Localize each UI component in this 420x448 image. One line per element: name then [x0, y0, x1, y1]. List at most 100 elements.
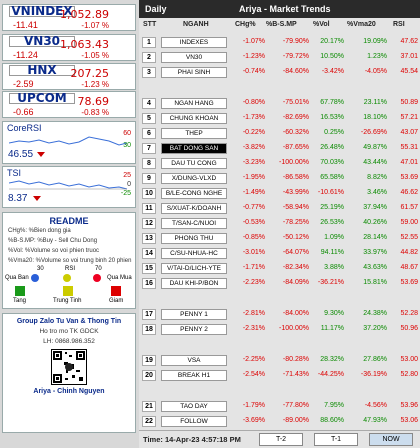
legend-giam: Giam: [109, 298, 124, 304]
cell-vma: 15.81%: [363, 279, 387, 286]
row-sector-button[interactable]: C/SU-NHUA-HC: [161, 248, 227, 259]
table-row[interactable]: 9 X/DUNG-VLXD -1.95% -86.58% 65.58% 8.82% 53.6…: [139, 172, 420, 185]
row-sector-button[interactable]: T/SAN-C/NUOI: [161, 218, 227, 229]
table-row[interactable]: 13 PHONG THU -0.85% -50.12% 1.09% 28.14% 52.55: [139, 232, 420, 245]
cell-vma: 40.26%: [363, 219, 387, 226]
cell-rsi: 50.89: [400, 99, 418, 106]
cell-bs: -100.00%: [279, 325, 309, 332]
cell-chg: -2.31%: [242, 325, 265, 332]
table-row[interactable]: 18 PENNY 2 -2.31% -100.00% 11.17% 37.20% 50.96: [139, 323, 420, 336]
row-sector-button[interactable]: X/DUNG-VLXD: [161, 173, 227, 184]
cell-chg: -3.69%: [242, 417, 265, 424]
col-nganh: NGANH: [183, 21, 209, 28]
left-panel: VNINDEX 1,052.89 -11.41 -1.07 % VN30 1,0…: [0, 0, 139, 448]
table-row[interactable]: 5 CHUNG KHOAN -1.73% -82.69% 16.53% 18.10% 57.…: [139, 112, 420, 125]
cell-bs: -86.58%: [282, 174, 309, 181]
row-sector-button[interactable]: PENNY 2: [161, 324, 227, 335]
row-sector-button[interactable]: PHONG THU: [161, 233, 227, 244]
table-row[interactable]: 4 NGAN HANG -0.80% -75.01% 67.78% 23.11% 50.89: [139, 97, 420, 110]
t-minus-2-button[interactable]: T-2: [259, 433, 303, 446]
row-stt: 15: [142, 263, 156, 274]
index-card-vn30[interactable]: VN30 1,063.43 -11.24 -1.05 %: [2, 34, 136, 61]
index-value: 207.25: [70, 67, 110, 80]
row-sector-button[interactable]: VN30: [161, 52, 227, 63]
readme-legend: 30 RSI 70 Qua Ban Qua Mua Tang Trung Tin…: [3, 266, 135, 308]
table-row[interactable]: 7 BAT DONG SAN -3.82% -87.65% 26.48% 49.87% 55…: [139, 142, 420, 155]
core-rsi-level-low: 30: [123, 142, 131, 149]
core-rsi-panel: CoreRSI 60 30 46.55: [2, 121, 136, 164]
t-minus-1-button[interactable]: T-1: [314, 433, 358, 446]
row-sector-button[interactable]: FOLLOW: [161, 416, 227, 427]
row-stt: 13: [142, 233, 156, 244]
row-sector-button[interactable]: DAU TU CONG: [161, 158, 227, 169]
table-row[interactable]: 1 INDEXES -1.07% -79.90% 20.17% 19.09% 47.62: [139, 36, 420, 49]
table-row[interactable]: 19 VSA -2.25% -80.28% 28.32% 27.86% 53.00: [139, 354, 420, 367]
index-change: -2.59: [13, 79, 34, 89]
cell-chg: -1.95%: [242, 174, 265, 181]
cell-rsi: 46.62: [400, 189, 418, 196]
table-row[interactable]: 22 FOLLOW -3.69% -89.00% 88.60% 47.93% 53.06: [139, 415, 420, 428]
row-sector-button[interactable]: CHUNG KHOAN: [161, 113, 227, 124]
row-stt: 6: [142, 128, 156, 139]
tsi-title: TSI: [7, 168, 22, 178]
table-row[interactable]: 15 V/TAI-D/LICH-YTE -1.71% -82.34% 3.88% 43.6…: [139, 262, 420, 275]
cell-rsi: 44.82: [400, 249, 418, 256]
table-row[interactable]: 14 C/SU-NHUA-HC -3.01% -64.07% 94.11% 33.97% 4…: [139, 247, 420, 260]
legend-trung-tinh: Trung Tinh: [53, 298, 82, 304]
readme-line: %B-S.MP: %Buy - Sell Chu Dong: [8, 238, 98, 244]
row-sector-button[interactable]: V/TAI-D/LICH-YTE: [161, 263, 227, 274]
cell-chg: -1.23%: [242, 53, 265, 60]
table-row[interactable]: 12 T/SAN-C/NUOI -0.53% -78.25% 26.53% 40.26% 5…: [139, 217, 420, 230]
now-button[interactable]: NOW: [369, 433, 413, 446]
row-sector-button[interactable]: BAT DONG SAN: [161, 143, 227, 154]
table-row[interactable]: 20 BREAK H1 -2.54% -71.43% -44.25% -36.19% 52.…: [139, 369, 420, 382]
green-square-icon: [15, 286, 25, 296]
table-row[interactable]: 10 B/LE-CONG NGHE -1.49% -43.99% -10.61% 3.46…: [139, 187, 420, 200]
table-row[interactable]: 6 THEP -0.22% -60.32% 0.25% -26.69% 43.07: [139, 127, 420, 140]
down-triangle-icon: [37, 152, 45, 157]
red-dot-icon: [93, 274, 101, 282]
footer-bar: Time: 14-Apr-23 4:57:18 PM T-2 T-1 NOW: [139, 430, 420, 448]
cell-bs: -71.43%: [282, 371, 309, 378]
table-row[interactable]: 17 PENNY 1 -2.81% -84.00% 9.30% 24.38% 52.28: [139, 308, 420, 321]
header-title: Ariya - Market Trends: [239, 4, 331, 14]
table-row[interactable]: 21 TAO DAY -1.79% -77.80% 7.95% -4.56% 53.96: [139, 400, 420, 413]
table-row[interactable]: 3 PHAI SINH -0.74% -84.60% -3.42% -4.05% 45.54: [139, 66, 420, 79]
table-row[interactable]: 8 DAU TU CONG -3.23% -100.00% 70.03% 43.44% 47…: [139, 157, 420, 170]
cell-bs: -75.01%: [282, 99, 309, 106]
cell-vol: 28.32%: [320, 356, 344, 363]
row-sector-button[interactable]: VSA: [161, 355, 227, 366]
index-name: VN30: [9, 35, 75, 47]
row-sector-button[interactable]: BREAK H1: [161, 370, 227, 381]
cell-bs: -50.12%: [282, 234, 309, 241]
row-sector-button[interactable]: B/LE-CONG NGHE: [161, 188, 227, 199]
index-card-vnindex[interactable]: VNINDEX 1,052.89 -11.41 -1.07 %: [2, 4, 136, 31]
index-change: -11.41: [13, 20, 38, 30]
cell-rsi: 52.28: [400, 310, 418, 317]
row-sector-button[interactable]: DAU KHI-P/BON: [161, 278, 227, 289]
row-sector-button[interactable]: THEP: [161, 128, 227, 139]
index-card-upcom[interactable]: UPCOM 78.69 -0.66 -0.83 %: [2, 91, 136, 118]
table-row[interactable]: 2 VN30 -1.23% -79.72% 10.50% 1.23% 37.01: [139, 51, 420, 64]
row-sector-button[interactable]: INDEXES: [161, 37, 227, 48]
readme-line: %Vol: %Volume so voi phien truoc: [8, 248, 100, 254]
cell-vol: -3.42%: [321, 68, 344, 75]
col-vol: %Vol: [313, 21, 330, 28]
cell-chg: -0.85%: [242, 234, 265, 241]
cell-rsi: 52.55: [400, 234, 418, 241]
row-sector-button[interactable]: PHAI SINH: [161, 67, 227, 78]
row-sector-button[interactable]: S/XUAT-K/DOANH: [161, 203, 227, 214]
qr-code-icon[interactable]: [51, 349, 87, 385]
row-stt: 7: [142, 143, 156, 154]
row-stt: 16: [142, 278, 156, 289]
cell-rsi: 53.00: [400, 356, 418, 363]
table-row[interactable]: 16 DAU KHI-P/BON -2.23% -84.09% -36.21% 15.81…: [139, 277, 420, 290]
table-row[interactable]: 11 S/XUAT-K/DOANH -0.77% -58.94% 25.19% 37.94…: [139, 202, 420, 215]
cell-vma: 28.14%: [363, 234, 387, 241]
col-vma: %Vma20: [347, 21, 376, 28]
row-sector-button[interactable]: PENNY 1: [161, 309, 227, 320]
legend-buy: Qua Mua: [107, 275, 132, 281]
index-card-hnx[interactable]: HNX 207.25 -2.59 -1.23 %: [2, 63, 136, 90]
row-sector-button[interactable]: TAO DAY: [161, 401, 227, 412]
row-sector-button[interactable]: NGAN HANG: [161, 98, 227, 109]
